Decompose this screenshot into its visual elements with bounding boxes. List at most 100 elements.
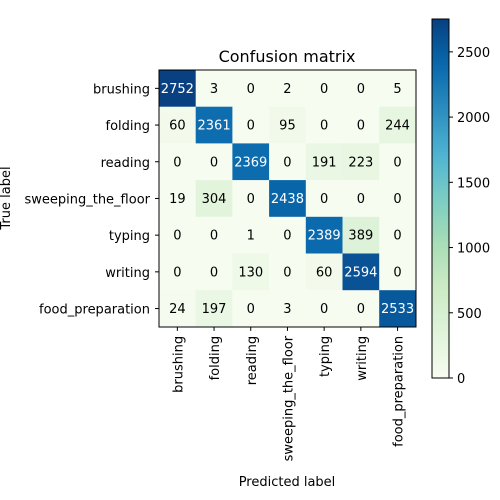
cell-value-label: 223 (348, 155, 373, 170)
colorbar (431, 18, 450, 379)
heatmap-cell (195, 106, 233, 144)
heatmap-cell (269, 70, 307, 107)
colorbar-tick-label: 1000 (457, 242, 490, 257)
y-tick-label: sweeping_the_floor (24, 192, 150, 207)
heatmap-cell (269, 253, 307, 291)
heatmap-cell (159, 216, 196, 254)
cell-value-label: 2 (283, 82, 291, 97)
cell-value-label: 0 (247, 302, 255, 317)
y-tick-label: brushing (93, 82, 150, 97)
y-axis-ticks: brushing folding reading sweeping_the_floor… (24, 82, 159, 318)
heatmap-cell (232, 180, 270, 218)
heatmap-cell (232, 143, 270, 181)
heatmap-cell (379, 290, 417, 328)
colorbar-tick-label: 2000 (457, 111, 490, 126)
colorbar-tick-label: 0 (457, 372, 465, 387)
cell-value-label: 0 (173, 265, 181, 280)
cell-value-label: 0 (210, 229, 218, 244)
heatmap-cell (195, 70, 233, 107)
heatmap-cell (342, 290, 380, 328)
cell-value-label: 2389 (308, 229, 341, 244)
heatmap-cell (159, 290, 196, 328)
cell-value-label: 0 (320, 192, 328, 207)
heatmap-cell (379, 143, 417, 181)
cell-value-label: 0 (357, 119, 365, 134)
cell-value-label: 191 (312, 155, 337, 170)
x-tick-label: reading (245, 336, 260, 385)
cell-value-label: 0 (283, 265, 291, 280)
heatmap-cell (195, 290, 233, 328)
cell-value-label: 3 (210, 82, 218, 97)
cell-value-label: 0 (247, 192, 255, 207)
cell-value-label: 0 (283, 229, 291, 244)
cell-value-label: 1 (247, 229, 255, 244)
heatmap-cell (342, 180, 380, 218)
heatmap-cell (232, 70, 270, 107)
cell-value-label: 197 (202, 302, 227, 317)
cell-value-label: 5 (393, 82, 401, 97)
heatmap-cell (269, 290, 307, 328)
heatmap-cell (305, 70, 343, 107)
cell-value-label: 244 (385, 119, 410, 134)
cell-value-label: 0 (357, 302, 365, 317)
heatmap-cell (305, 143, 343, 181)
cell-value-label: 0 (247, 119, 255, 134)
heatmap-cell (232, 106, 270, 144)
heatmap-cell (195, 143, 233, 181)
x-tick-label: sweeping_the_floor (281, 335, 296, 461)
heatmap-cell (232, 216, 270, 254)
heatmap-cell (342, 253, 380, 291)
y-tick-label: typing (109, 229, 150, 244)
cell-value-label: 2533 (381, 302, 414, 317)
heatmap-cell (379, 253, 417, 291)
heatmap-cell (269, 106, 307, 144)
heatmap-cell (379, 216, 417, 254)
cell-value-label: 2369 (234, 155, 267, 170)
x-axis-label: Predicted label (239, 475, 336, 490)
cell-value-label: 2594 (344, 265, 377, 280)
heatmap-cell (159, 143, 196, 181)
cell-value-label: 19 (169, 192, 186, 207)
heatmap-cell (269, 216, 307, 254)
heatmap-cell (305, 253, 343, 291)
y-tick-label: writing (105, 266, 150, 281)
cell-value-label: 60 (169, 119, 186, 134)
cell-value-label: 0 (210, 155, 218, 170)
y-tick-label: folding (106, 119, 151, 134)
y-tick-label: reading (101, 156, 150, 171)
heatmap-cell (159, 106, 196, 144)
heatmap-cell (159, 253, 196, 291)
heatmap-cell (342, 216, 380, 254)
heatmap-cell (379, 106, 417, 144)
cell-value-label: 0 (247, 82, 255, 97)
heatmap-cell (305, 106, 343, 144)
heatmap-cell (342, 143, 380, 181)
cell-value-label: 389 (348, 229, 373, 244)
cell-value-label: 0 (320, 302, 328, 317)
cell-value-label: 2438 (271, 192, 304, 207)
cell-value-label: 0 (173, 229, 181, 244)
cell-value-label: 60 (316, 265, 333, 280)
cell-value-label: 0 (357, 192, 365, 207)
cell-value-label: 0 (393, 192, 401, 207)
heatmap-cell (232, 290, 270, 328)
cell-value-label: 0 (210, 265, 218, 280)
cell-value-label: 0 (393, 155, 401, 170)
colorbar-tick-label: 1500 (457, 176, 490, 191)
x-tick-label: typing (318, 336, 333, 377)
cell-value-label: 130 (238, 265, 263, 280)
heatmap-cells (159, 70, 417, 328)
chart-title: Confusion matrix (219, 47, 356, 66)
heatmap-cell (159, 70, 196, 107)
cell-value-label: 0 (320, 82, 328, 97)
cell-value-label: 95 (279, 119, 296, 134)
x-tick-label: folding (208, 336, 223, 381)
heatmap-cell (305, 216, 343, 254)
heatmap-cell (305, 180, 343, 218)
heatmap-cell (342, 70, 380, 107)
colorbar-tick-label: 500 (457, 307, 482, 322)
cell-value-label: 304 (202, 192, 227, 207)
heatmap-cell (342, 106, 380, 144)
